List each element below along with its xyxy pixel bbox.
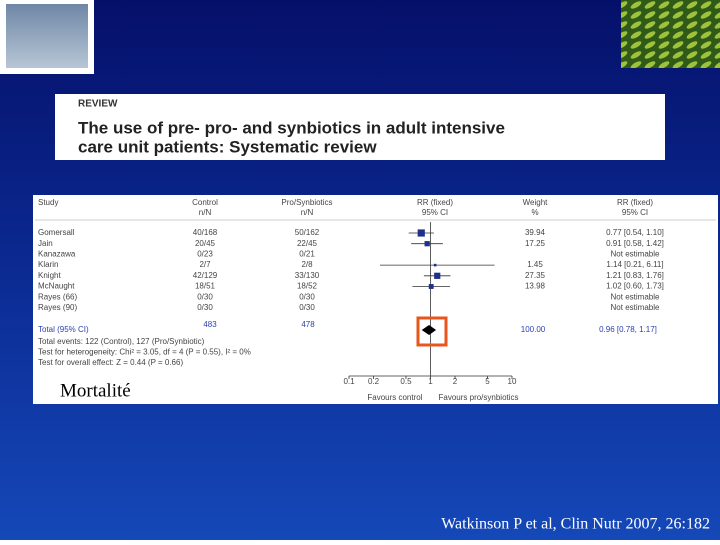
weight: 27.35 [525, 271, 546, 280]
banner-kicker: REVIEW [78, 99, 118, 110]
control-count: 20/45 [195, 239, 216, 248]
x-tick-label: 2 [453, 377, 458, 386]
effect-square [417, 229, 425, 237]
control-count: 42/129 [193, 271, 218, 280]
study-name: Gomersall [38, 228, 75, 237]
treatment-count: 0/21 [299, 250, 315, 259]
forest-panel [33, 195, 718, 404]
treatment-count: 22/45 [297, 239, 318, 248]
column-header: Weight [523, 198, 549, 207]
study-name: Jain [38, 239, 53, 248]
x-tick-label: 0.5 [400, 377, 412, 386]
footnote: Test for overall effect: Z = 0.44 (P = 0… [38, 358, 183, 367]
control-count: 0/30 [197, 303, 213, 312]
total-rr-label: 0.96 [0.78, 1.17] [599, 325, 657, 334]
control-count: 0/23 [197, 250, 213, 259]
treatment-count: 33/130 [295, 271, 320, 280]
study-name: Rayes (66) [38, 292, 77, 301]
control-count: 18/51 [195, 282, 216, 291]
treatment-count: 18/52 [297, 282, 318, 291]
citation: Watkinson P et al, Clin Nutr 2007, 26:18… [441, 516, 710, 533]
column-header: Study [38, 198, 58, 207]
control-count: 40/168 [193, 228, 218, 237]
column-subheader: n/N [199, 208, 212, 217]
rr-label: 0.91 [0.58, 1.42] [606, 239, 664, 248]
x-tick-label: 10 [508, 377, 517, 386]
control-count: 2/7 [199, 260, 211, 269]
effect-square [424, 241, 430, 247]
weight: 13.98 [525, 282, 546, 291]
control-count: 0/30 [197, 292, 213, 301]
rr-label: 1.14 [0.21, 6.11] [606, 260, 663, 269]
column-header: Pro/Synbiotics [281, 198, 332, 207]
column-header: RR (fixed) [617, 198, 653, 207]
x-tick-label: 0.2 [368, 377, 380, 386]
rr-label: 1.21 [0.83, 1.76] [606, 271, 664, 280]
banner-title: care unit patients: Systematic review [78, 137, 377, 156]
banner-title: The use of pre- pro- and synbiotics in a… [78, 118, 505, 137]
study-name: Klarin [38, 260, 58, 269]
x-tick-label: 0.1 [343, 377, 355, 386]
weight: 1.45 [527, 260, 543, 269]
rr-label: Not estimable [611, 303, 660, 312]
column-header: Control [192, 198, 218, 207]
study-name: Knight [38, 271, 61, 280]
x-axis-label-left: Favours control [367, 393, 422, 402]
total-control: 483 [203, 320, 217, 329]
effect-square [434, 272, 441, 279]
treatment-count: 50/162 [295, 228, 320, 237]
journal-cover [6, 4, 88, 68]
effect-square [428, 284, 434, 289]
treatment-count: 0/30 [299, 292, 315, 301]
weight: 39.94 [525, 228, 546, 237]
total-weight: 100.00 [521, 325, 546, 334]
overlay-label: Mortalité [60, 380, 131, 401]
rr-label: 0.77 [0.54, 1.10] [606, 228, 664, 237]
pooled-diamond [421, 325, 437, 335]
study-name: Rayes (90) [38, 303, 77, 312]
column-subheader: 95% CI [622, 208, 648, 217]
banner [55, 94, 665, 160]
x-tick-label: 5 [485, 377, 490, 386]
rr-label: Not estimable [611, 292, 660, 301]
x-axis-label-right: Favours pro/synbiotics [439, 393, 519, 402]
footnote: Test for heterogeneity: Chi² = 3.05, df … [38, 348, 251, 357]
study-name: McNaught [38, 282, 75, 291]
treatment-count: 0/30 [299, 303, 315, 312]
study-name: Kanazawa [38, 250, 76, 259]
column-subheader: 95% CI [422, 208, 448, 217]
treatment-count: 2/8 [301, 260, 313, 269]
column-header: RR (fixed) [417, 198, 453, 207]
rr-label: Not estimable [611, 250, 660, 259]
column-subheader: % [531, 208, 538, 217]
weight: 17.25 [525, 239, 546, 248]
column-subheader: n/N [301, 208, 314, 217]
rr-label: 1.02 [0.60, 1.73] [606, 282, 664, 291]
footnote: Total events: 122 (Control), 127 (Pro/Sy… [38, 337, 205, 346]
total-treatment: 478 [301, 320, 315, 329]
x-tick-label: 1 [428, 377, 433, 386]
total-label: Total (95% CI) [38, 325, 89, 334]
effect-square [433, 263, 437, 267]
highlight-box [416, 316, 448, 347]
bacteria-image [621, 0, 720, 68]
